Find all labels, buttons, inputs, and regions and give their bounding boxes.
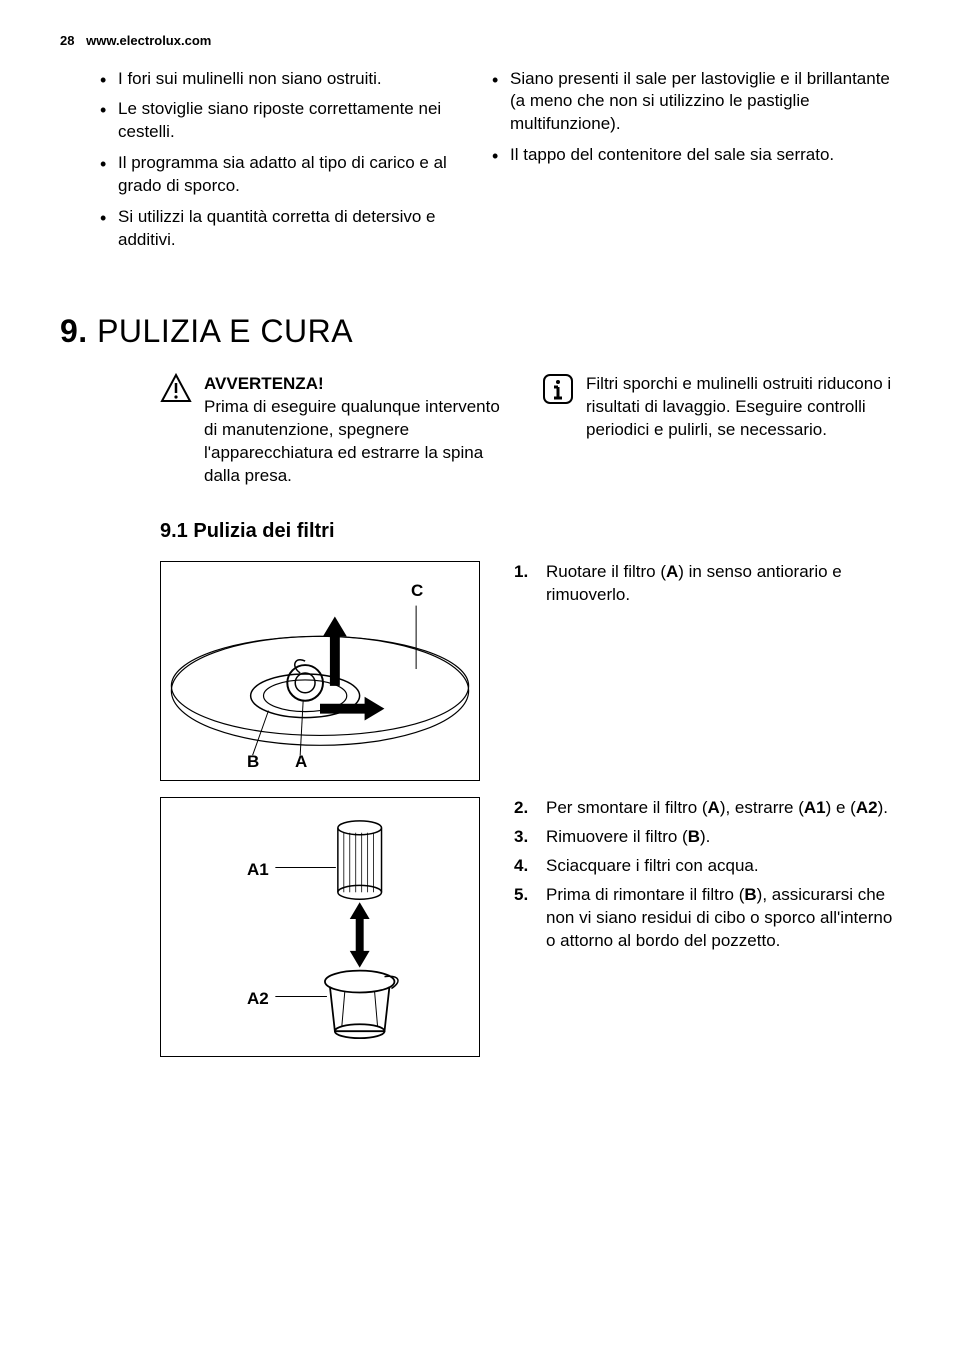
list-item: Si utilizzi la quantità corretta di dete…: [100, 206, 462, 252]
step-item: Rimuovere il filtro (B).: [510, 826, 894, 849]
list-item: Siano presenti il sale per lastoviglie e…: [492, 68, 894, 137]
header-url: www.electrolux.com: [86, 33, 211, 48]
list-item: I fori sui mulinelli non siano ostruiti.: [100, 68, 462, 91]
steps-1: Ruotare il filtro (A) in senso antiorari…: [510, 561, 894, 781]
top-bullets-right: Siano presenti il sale per lastoviglie e…: [492, 68, 894, 261]
figure-label-a: A: [295, 751, 307, 774]
subsection-title: 9.1 Pulizia dei filtri: [60, 518, 894, 545]
callout-row: AVVERTENZA! Prima di eseguire qualunque …: [60, 373, 894, 488]
step-item: Per smontare il filtro (A), estrarre (A1…: [510, 797, 894, 820]
step-item: Prima di rimontare il filtro (B), assicu…: [510, 884, 894, 953]
top-bullets-left: I fori sui mulinelli non siano ostruiti.…: [60, 68, 462, 261]
info-icon: [542, 373, 574, 405]
figure-row-2: A1 A2 Per smontare il filtro (A), estrar…: [60, 797, 894, 1057]
section-name: PULIZIA E CURA: [97, 313, 353, 349]
warning-callout: AVVERTENZA! Prima di eseguire qualunque …: [160, 373, 512, 488]
section-title: 9. PULIZIA E CURA: [60, 310, 894, 353]
steps-2: Per smontare il filtro (A), estrarre (A1…: [510, 797, 894, 1057]
figure-label-a2: A2: [247, 988, 269, 1011]
top-bullets-row: I fori sui mulinelli non siano ostruiti.…: [60, 68, 894, 261]
step-item: Sciacquare i filtri con acqua.: [510, 855, 894, 878]
list-item: Il programma sia adatto al tipo di caric…: [100, 152, 462, 198]
warning-title: AVVERTENZA!: [204, 373, 512, 396]
list-item: Il tappo del contenitore del sale sia se…: [492, 144, 894, 167]
figure-2: A1 A2: [160, 797, 480, 1057]
section-number: 9.: [60, 313, 88, 349]
figure-label-b: B: [247, 751, 259, 774]
figure-row-1: C B A Ruotare il filtro (A) in senso ant…: [60, 561, 894, 781]
list-item: Le stoviglie siano riposte correttamente…: [100, 98, 462, 144]
subsection-name: Pulizia dei filtri: [193, 520, 334, 542]
figure-label-c: C: [411, 580, 423, 603]
subsection-number: 9.1: [160, 520, 188, 542]
warning-text: Prima di eseguire qualunque intervento d…: [204, 396, 512, 488]
page-number: 28: [60, 33, 74, 48]
figure-label-a1: A1: [247, 859, 269, 882]
warning-icon: [160, 373, 192, 405]
info-text: Filtri sporchi e mulinelli ostruiti ridu…: [586, 373, 894, 442]
figure-1: C B A: [160, 561, 480, 781]
step-item: Ruotare il filtro (A) in senso antiorari…: [510, 561, 894, 607]
info-callout: Filtri sporchi e mulinelli ostruiti ridu…: [542, 373, 894, 488]
page-header: 28 www.electrolux.com: [60, 32, 894, 50]
